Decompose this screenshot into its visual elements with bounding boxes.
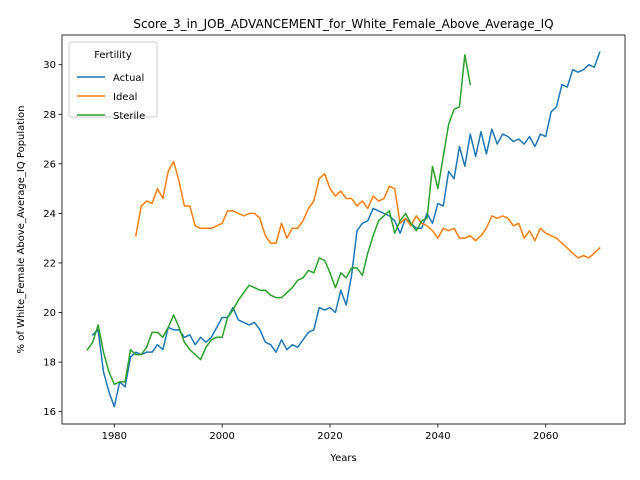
- legend-box: [68, 41, 158, 118]
- x-axis-label: Years: [329, 453, 356, 464]
- x-tick-label: 2020: [317, 431, 342, 442]
- series-line-ideal: [135, 160, 601, 259]
- y-tick-label: 28: [43, 110, 56, 121]
- y-axis-label: % of White_Female Above_Average_IQ Popul…: [16, 106, 27, 354]
- series-line-sterile: [86, 54, 472, 386]
- series-lines: [86, 51, 601, 408]
- y-tick-label: 30: [43, 60, 56, 71]
- legend-items: Actual Ideal Sterile: [77, 73, 145, 122]
- chart-title: Score_3_in_JOB_ADVANCEMENT_for_White_Fem…: [133, 17, 553, 31]
- x-axis: 1980 2000 2020 2040 2060: [102, 424, 558, 442]
- plot-area: [61, 34, 626, 425]
- y-tick-label: 22: [43, 258, 56, 269]
- y-tick-label: 18: [43, 358, 56, 369]
- y-tick-label: 26: [43, 159, 56, 170]
- y-axis: 16 18 20 22 24 26 28 30: [43, 60, 62, 418]
- x-tick-label: 2060: [533, 431, 558, 442]
- legend-label-sterile: Sterile: [113, 111, 145, 122]
- legend-title: Fertility: [94, 50, 132, 61]
- x-tick-label: 1980: [102, 431, 127, 442]
- legend: Fertility Actual Ideal Sterile: [68, 41, 158, 122]
- legend-label-ideal: Ideal: [113, 92, 137, 103]
- axes-frame: [61, 34, 626, 425]
- x-tick-label: 2040: [425, 431, 450, 442]
- series-line-actual: [91, 51, 601, 408]
- y-tick-label: 16: [43, 407, 56, 418]
- x-tick-label: 2000: [209, 431, 234, 442]
- y-tick-label: 20: [43, 308, 56, 319]
- y-tick-label: 24: [43, 209, 56, 220]
- legend-label-actual: Actual: [113, 73, 144, 84]
